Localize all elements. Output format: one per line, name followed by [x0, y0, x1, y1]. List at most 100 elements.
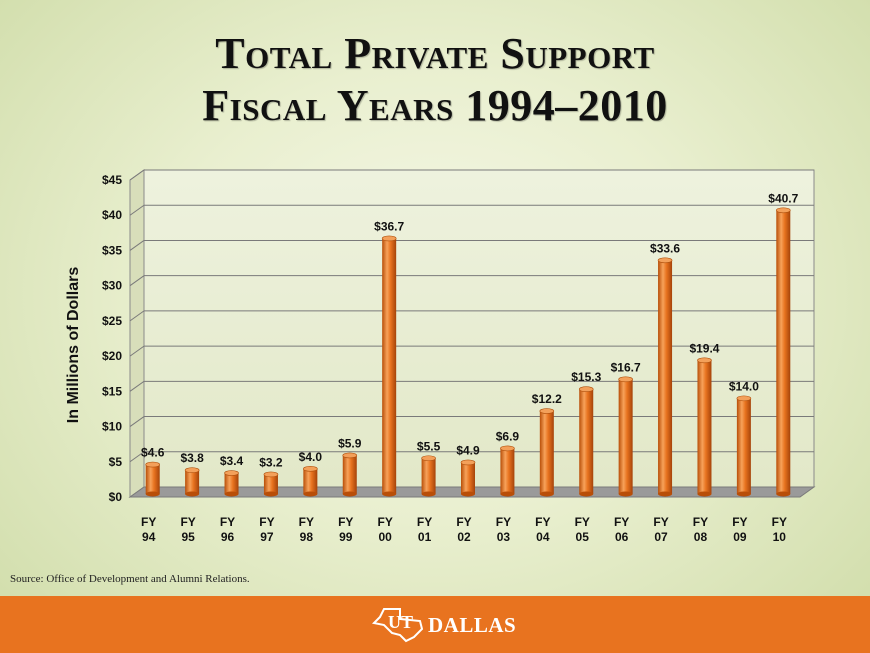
gridline-side — [129, 451, 145, 463]
bar-top — [775, 207, 791, 214]
x-tick-label: 06 — [615, 530, 629, 544]
y-tick-label: $35 — [102, 243, 122, 257]
bar-base — [303, 491, 318, 497]
x-tick-label: 08 — [694, 530, 708, 544]
bar-top — [460, 459, 476, 466]
bar — [697, 357, 712, 497]
gridline-side — [129, 380, 145, 392]
bar-top — [657, 257, 673, 264]
bar — [342, 452, 358, 497]
data-label: $12.2 — [532, 392, 562, 406]
data-label: $36.7 — [374, 219, 404, 233]
bar-body — [342, 455, 357, 494]
y-tick-label: $0 — [109, 490, 123, 504]
bar — [460, 459, 476, 497]
gridline-side — [129, 169, 145, 181]
bar-base — [421, 491, 436, 497]
bar-top — [224, 470, 239, 476]
x-tick-label: FY — [456, 515, 471, 529]
bar — [421, 455, 436, 497]
bar-top — [145, 461, 161, 468]
x-tick-label: 94 — [142, 530, 156, 544]
x-tick-label: 99 — [339, 530, 353, 544]
data-label: $16.7 — [611, 360, 641, 374]
gridline-side — [129, 345, 145, 357]
bar — [263, 471, 279, 497]
bar-top — [263, 471, 279, 478]
bar-top — [184, 467, 200, 474]
bar-chart: $0 $5 $10 $15 $20 $25 $30 $35 $40 $45 $4.6 $3.8 $3.… — [65, 169, 816, 544]
x-tick-label: 98 — [300, 530, 314, 544]
bar-base — [382, 491, 397, 497]
x-tick-label: FY — [417, 515, 432, 529]
bar-base — [342, 491, 357, 497]
bar-body — [224, 473, 239, 494]
back-wall — [143, 169, 815, 488]
x-tick-label: FY — [772, 515, 787, 529]
logo-ut: UT — [388, 612, 414, 632]
bar-base — [185, 491, 200, 497]
x-tick-label: FY — [653, 515, 668, 529]
x-tick-label: 97 — [260, 530, 274, 544]
bar-body — [303, 468, 318, 494]
x-tick-label: 04 — [536, 530, 550, 544]
x-tick-label: FY — [299, 515, 314, 529]
gridlines — [129, 169, 814, 463]
x-tick-label: 01 — [418, 530, 432, 544]
data-label: $5.5 — [417, 439, 441, 453]
x-tick-label: 10 — [773, 530, 787, 544]
bar — [539, 408, 555, 497]
x-tick-label: FY — [141, 515, 156, 529]
data-label: $19.4 — [689, 341, 719, 355]
x-tick-label: 03 — [497, 530, 511, 544]
bar-base — [736, 491, 751, 497]
data-label: $33.6 — [650, 241, 680, 255]
y-tick-label: $25 — [102, 314, 122, 328]
bar-base — [461, 491, 475, 497]
bar-top — [342, 452, 358, 459]
y-tick-label: $45 — [102, 173, 122, 187]
chart-title-line-1: Total Private Support — [215, 29, 655, 78]
data-label: $5.9 — [338, 436, 362, 450]
bar-top — [500, 445, 515, 452]
bar-body — [382, 238, 397, 494]
gridline-side — [129, 240, 145, 251]
bar-top — [578, 386, 594, 393]
bar-base — [697, 491, 712, 497]
y-tick-label: $20 — [102, 349, 122, 363]
bar-body — [421, 458, 436, 494]
chart-title-line-2: Fiscal Years 1994–2010 — [202, 81, 668, 130]
x-tick-label: FY — [338, 515, 353, 529]
y-tick-label: $40 — [102, 208, 122, 222]
bar — [381, 235, 397, 497]
bar — [736, 395, 752, 497]
bar — [775, 207, 791, 497]
x-tick-label: FY — [693, 515, 708, 529]
data-label: $14.0 — [729, 379, 759, 393]
bar — [184, 467, 200, 497]
bar-base — [145, 491, 160, 497]
bar — [224, 470, 239, 497]
data-label: $6.9 — [496, 429, 520, 443]
x-tick-label: FY — [259, 515, 274, 529]
x-tick-label: 05 — [576, 530, 590, 544]
bar-base — [500, 491, 515, 497]
gridline-side — [129, 416, 145, 427]
y-tick-label: $15 — [102, 384, 122, 398]
x-tick-label: FY — [496, 515, 511, 529]
x-tick-label: 00 — [378, 530, 392, 544]
x-tick-label: FY — [535, 515, 550, 529]
data-label: $4.0 — [299, 450, 323, 464]
bar — [303, 466, 318, 497]
data-label: $15.3 — [571, 370, 601, 384]
bar-base — [579, 491, 594, 497]
gridline-side — [129, 275, 145, 287]
bar-top — [303, 466, 318, 472]
y-tick-label: $30 — [102, 279, 122, 293]
bar-base — [658, 491, 673, 497]
bar-body — [776, 210, 791, 494]
data-label: $4.9 — [456, 443, 480, 457]
texas-shape-icon — [371, 608, 424, 643]
footer-bar — [0, 596, 870, 653]
bar-top — [421, 455, 436, 462]
